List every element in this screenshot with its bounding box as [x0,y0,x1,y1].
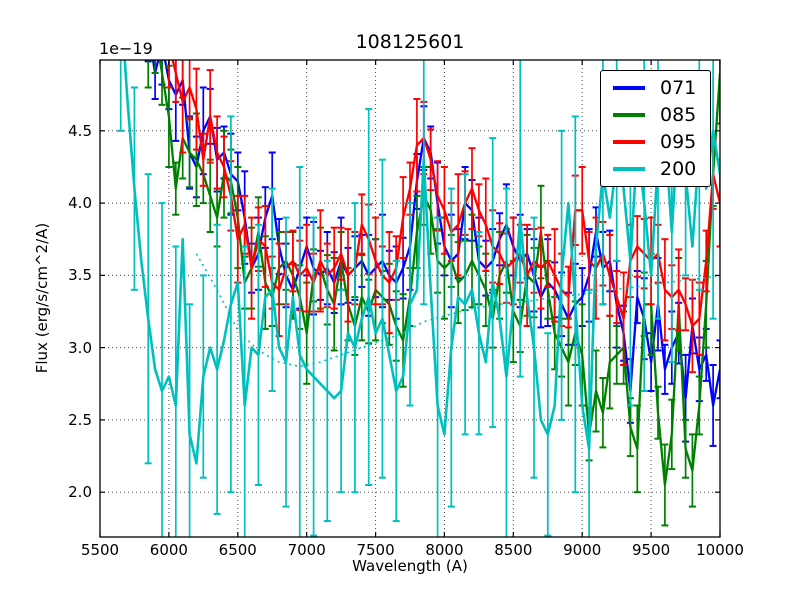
legend-box: 071 085 095 200 [600,70,711,187]
legend-label: 095 [660,130,697,153]
legend-line-sample [613,86,645,91]
y-tick-label: 2.5 [68,410,92,429]
legend-line-sample [613,113,645,118]
x-tick-label: 8000 [425,541,464,559]
x-tick-label: 10000 [696,541,744,559]
legend-item-085: 085 [613,105,702,125]
chart-title: 108125601 [355,31,465,53]
legend-line-sample [613,166,645,171]
legend-line-sample [613,139,645,144]
y-tick-label: 2.0 [68,483,92,502]
legend-item-200: 200 [613,159,702,179]
legend-item-071: 071 [613,78,702,98]
legend-label: 085 [660,104,697,127]
x-tick-label: 8500 [494,541,533,559]
legend-label: 200 [660,157,697,180]
x-tick-label: 7000 [287,541,326,559]
x-tick-label: 9000 [563,541,602,559]
x-tick-label: 5500 [80,541,120,559]
y-tick-label: 4.0 [68,194,92,213]
x-tick-label: 7500 [356,541,395,559]
legend-item-095: 095 [613,132,702,152]
x-tick-label: 6000 [149,541,188,559]
legend-label: 071 [660,77,697,100]
y-tick-label: 4.5 [68,121,92,140]
y-tick-label: 3.5 [68,266,92,285]
x-axis-label: Wavelength (A) [352,557,468,575]
y-tick-label: 3.0 [68,338,92,357]
y-axis-offset-factor: 1e−19 [99,39,153,58]
x-tick-label: 9500 [632,541,671,559]
x-tick-label: 6500 [218,541,257,559]
